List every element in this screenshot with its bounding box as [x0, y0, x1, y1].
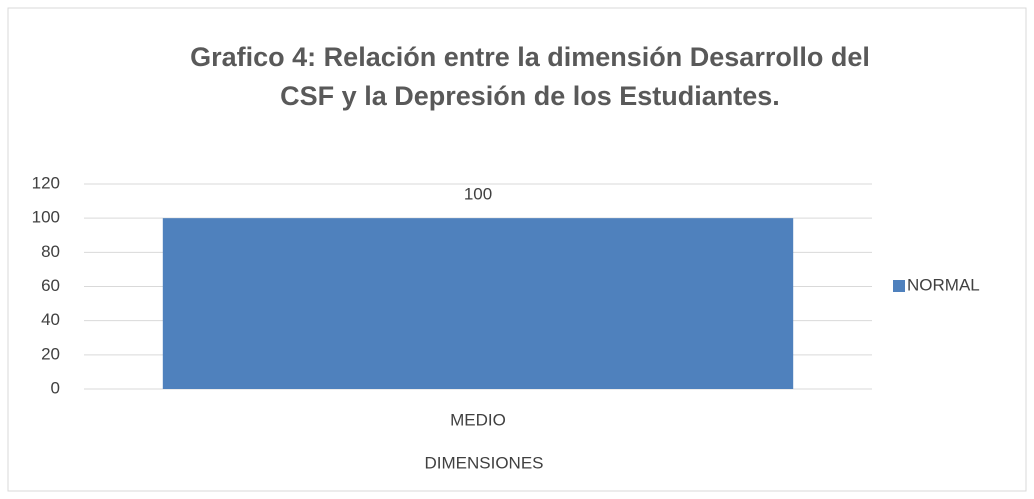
y-tick-label: 40: [41, 310, 60, 329]
y-tick-label: 80: [41, 242, 60, 261]
y-tick-label: 0: [51, 378, 60, 397]
y-tick-label: 60: [41, 276, 60, 295]
data-label: 100: [464, 185, 492, 204]
y-tick-label: 100: [32, 208, 60, 227]
chart-title: Grafico 4: Relación entre la dimensión D…: [190, 42, 870, 111]
x-tick-label: MEDIO: [450, 410, 506, 429]
legend-swatch: [893, 280, 905, 292]
y-tick-label: 20: [41, 344, 60, 363]
bar: [162, 218, 794, 389]
legend-label: NORMAL: [907, 275, 980, 294]
y-tick-label: 120: [32, 173, 60, 192]
x-axis-label: DIMENSIONES: [424, 453, 543, 472]
